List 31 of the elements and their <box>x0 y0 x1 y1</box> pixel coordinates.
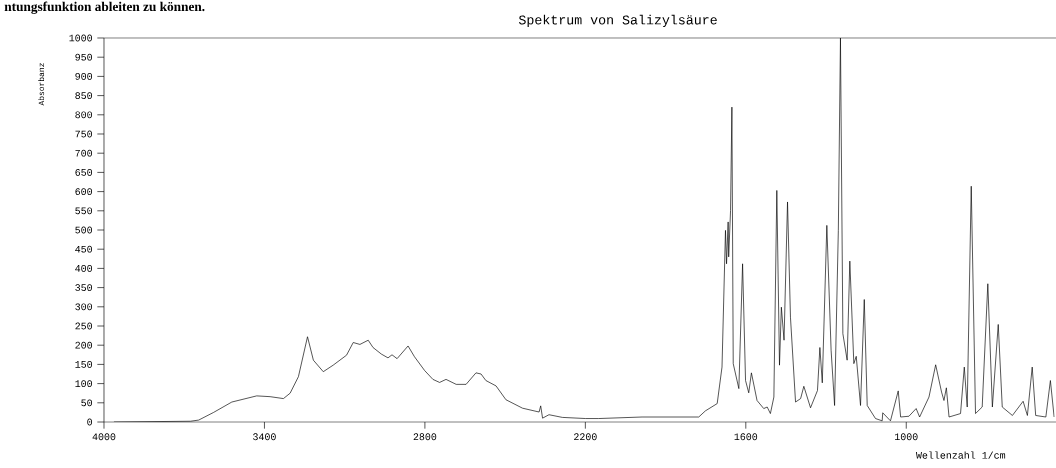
y-tick-label: 500 <box>75 226 93 234</box>
y-tick-label: 100 <box>75 380 93 387</box>
text: ntungsfunktion ableiten zu können. <box>4 1 205 14</box>
y-tick-label: 600 <box>75 188 93 195</box>
x-tick-label: 1000 <box>895 433 918 441</box>
y-tick-label: 900 <box>75 73 93 80</box>
x-tick-label: 2200 <box>574 433 597 441</box>
y-tick-label: 400 <box>75 265 93 272</box>
y-tick-label: 700 <box>75 149 93 157</box>
x-tick-label: 1600 <box>734 433 758 441</box>
x-tick-label: 4000 <box>92 433 116 441</box>
y-tick-label: 200 <box>75 341 93 349</box>
y-tick-label: 650 <box>75 169 93 176</box>
x-axis-title: Wellenzahl 1/cm <box>915 451 1006 459</box>
y-tick-label: 150 <box>75 361 93 368</box>
x-tick-label: 3400 <box>253 433 276 441</box>
y-tick-label: 950 <box>75 53 93 61</box>
chart-title: Spektrum von Salizylsäure <box>518 14 717 28</box>
y-tick-label: 300 <box>75 303 93 311</box>
y-tick-label: 0 <box>87 418 93 426</box>
y-tick-label: 550 <box>75 207 93 215</box>
y-tick-label: 350 <box>75 284 93 291</box>
y-tick-label: 750 <box>75 130 93 138</box>
y-tick-label: 1000 <box>69 34 93 42</box>
x-tick-label: 2800 <box>413 433 437 441</box>
y-tick-label: 50 <box>81 399 93 407</box>
y-tick-label: 250 <box>75 322 93 330</box>
line-series <box>113 37 1055 422</box>
y-tick-label: 850 <box>75 92 93 99</box>
y-tick-label: 450 <box>75 245 93 253</box>
y-tick-label: 800 <box>75 111 93 119</box>
